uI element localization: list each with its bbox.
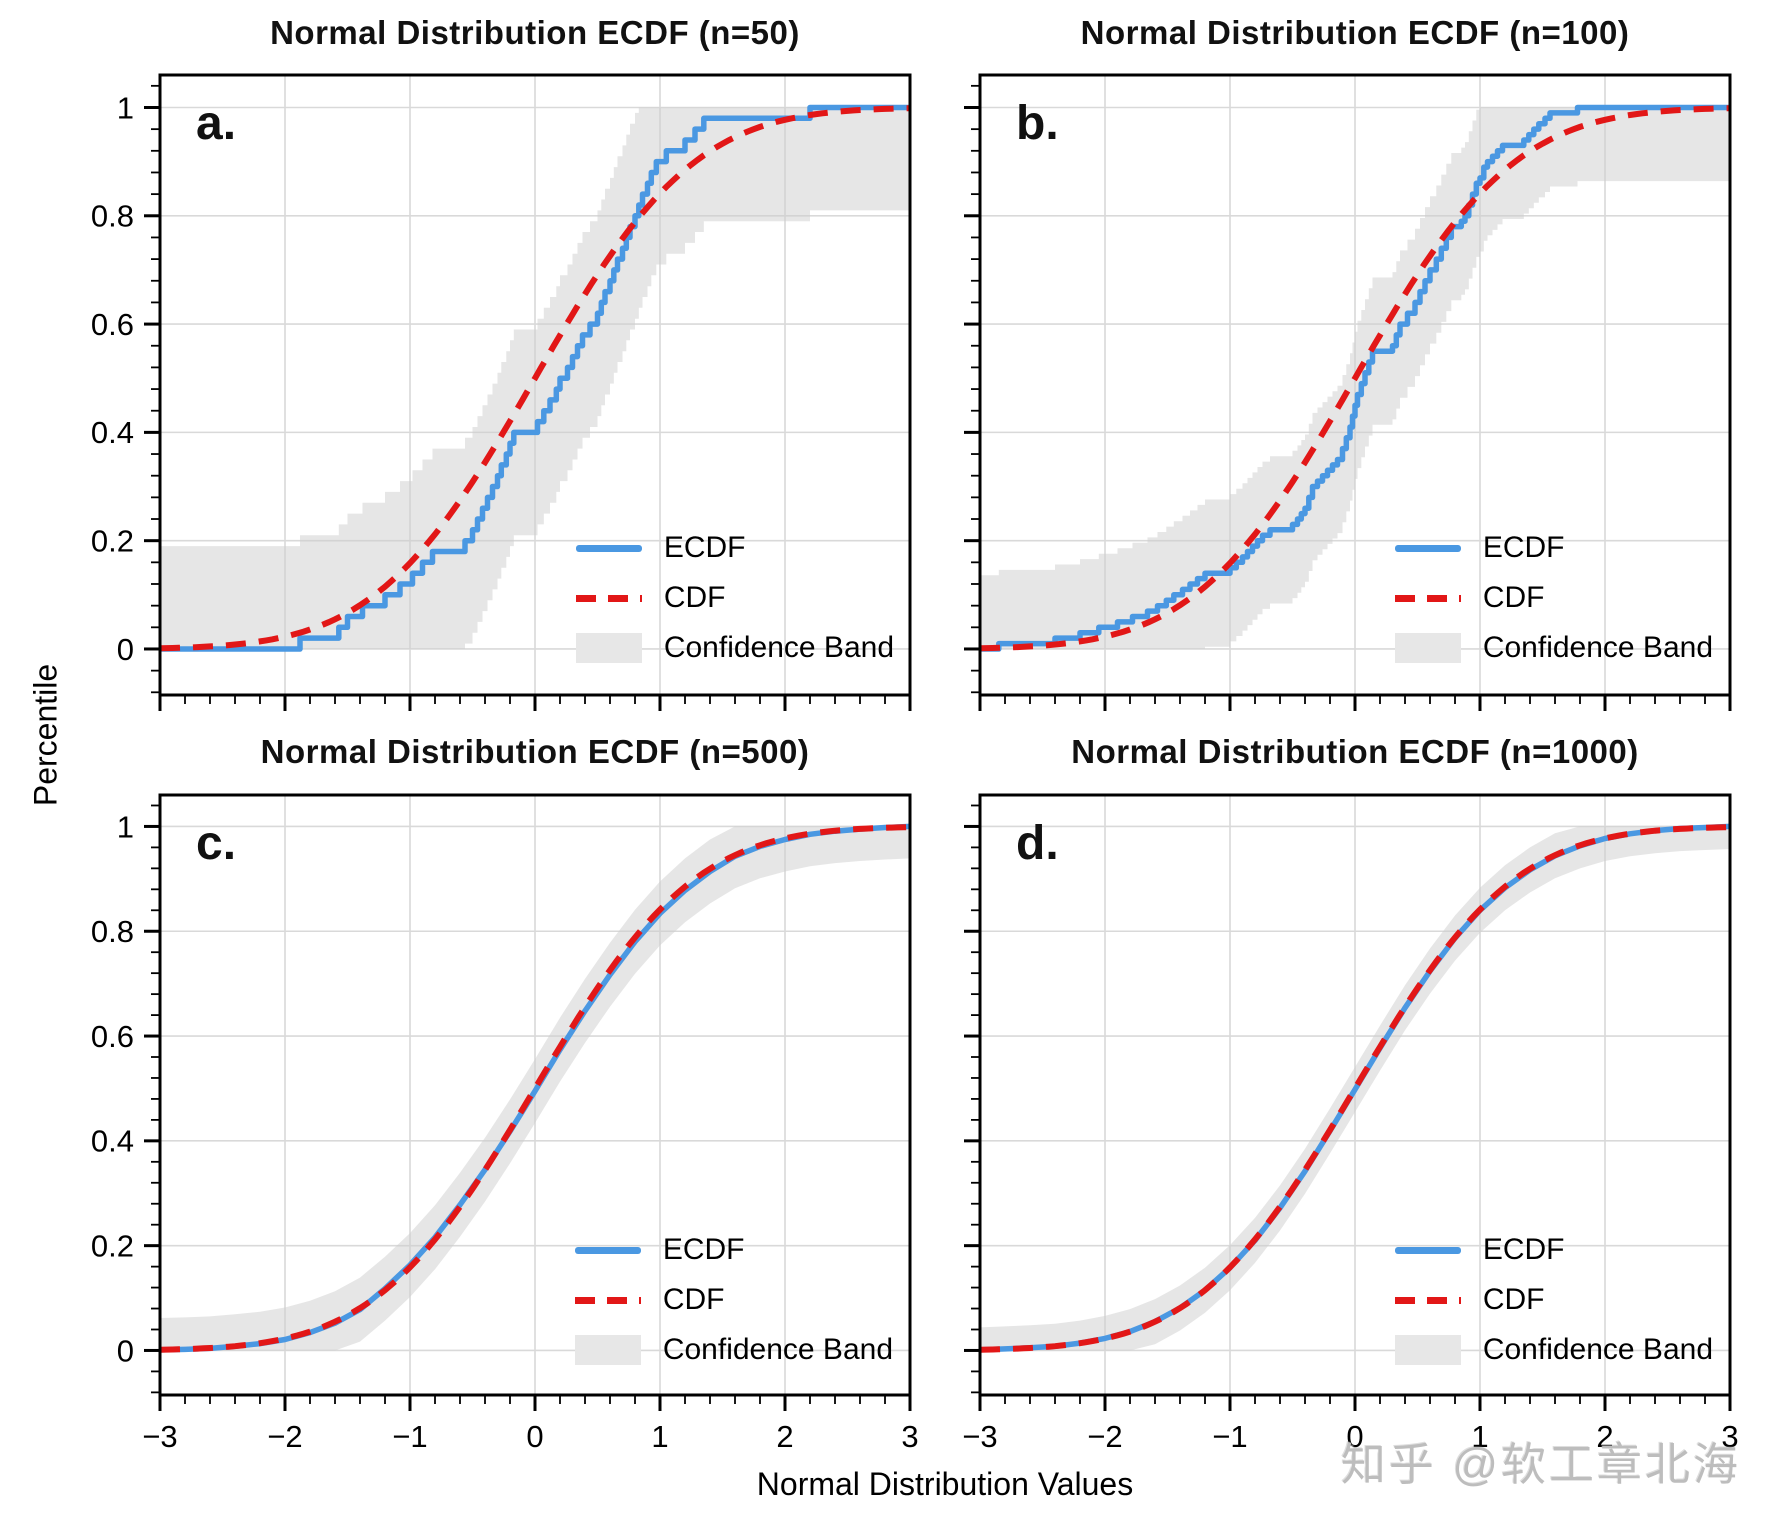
panel-c-title: Normal Distribution ECDF (n=500) bbox=[260, 733, 810, 770]
confidence-band-swatch bbox=[1394, 1335, 1461, 1365]
legend-label-ecdf: ECDF bbox=[1482, 531, 1565, 564]
confidence-band-swatch bbox=[574, 1335, 641, 1365]
y-tick-label: 0 bbox=[117, 1333, 134, 1368]
y-tick-label: 0.6 bbox=[91, 307, 134, 342]
legend-item-cdf: CDF bbox=[1394, 581, 1713, 615]
panel-a-letter: a. bbox=[196, 97, 237, 150]
ecdf-curve bbox=[980, 104, 1730, 652]
ecdf-line-swatch bbox=[574, 1246, 641, 1254]
legend-label-ecdf: ECDF bbox=[663, 531, 746, 564]
ecdf-line-swatch bbox=[1394, 544, 1461, 552]
panel-c-letter: c. bbox=[196, 817, 237, 870]
x-tick-label: −3 bbox=[962, 1419, 997, 1454]
y-tick-label: 0.8 bbox=[91, 914, 134, 949]
cdf-dashed-swatch bbox=[574, 1296, 641, 1304]
x-tick-label: 1 bbox=[651, 1419, 668, 1454]
legend-label-ecdf: ECDF bbox=[662, 1233, 745, 1266]
legend-label-cdf: CDF bbox=[662, 1283, 725, 1316]
legend-label-band: Confidence Band bbox=[662, 1333, 893, 1366]
legend-label-band: Confidence Band bbox=[1482, 631, 1713, 664]
cdf-curve bbox=[979, 105, 1731, 652]
legend-item-band: Confidence Band bbox=[1394, 631, 1713, 665]
legend-item-cdf: CDF bbox=[1394, 1283, 1713, 1317]
ecdf-curve bbox=[160, 104, 910, 652]
legend-label-cdf: CDF bbox=[1482, 581, 1545, 614]
panel-b-letter: b. bbox=[1016, 97, 1059, 150]
legend-item-band: Confidence Band bbox=[574, 1333, 893, 1367]
legend-label-band: Confidence Band bbox=[1482, 1333, 1713, 1366]
watermark: 知乎 @软工章北海 bbox=[1340, 1439, 1741, 1490]
y-axis-label: Percentile bbox=[27, 663, 64, 807]
legend-item-ecdf: ECDF bbox=[575, 531, 894, 565]
legend-label-cdf: CDF bbox=[1482, 1283, 1545, 1316]
y-tick-label: 0.6 bbox=[91, 1019, 134, 1054]
legend-item-cdf: CDF bbox=[575, 581, 894, 615]
x-tick-label: −2 bbox=[267, 1419, 302, 1454]
legend-panel-c: ECDF CDF Confidence Band bbox=[574, 1233, 893, 1367]
cdf-curve bbox=[159, 105, 911, 652]
ecdf-curve bbox=[159, 823, 911, 1353]
ecdf-line-swatch bbox=[1394, 1246, 1461, 1254]
x-axis-label: Normal Distribution Values bbox=[756, 1466, 1134, 1502]
y-tick-label: 0.8 bbox=[91, 199, 134, 234]
cdf-dashed-swatch bbox=[1394, 594, 1461, 602]
y-tick-label: 0 bbox=[117, 632, 134, 667]
legend-item-ecdf: ECDF bbox=[1394, 531, 1713, 565]
legend-item-band: Confidence Band bbox=[1394, 1333, 1713, 1367]
legend-item-ecdf: ECDF bbox=[1394, 1233, 1713, 1267]
confidence-band-swatch bbox=[575, 633, 642, 663]
confidence-band-swatch bbox=[1394, 633, 1461, 663]
legend-item-ecdf: ECDF bbox=[574, 1233, 893, 1267]
y-tick-label: 1 bbox=[117, 809, 134, 844]
panel-d-title: Normal Distribution ECDF (n=1000) bbox=[1071, 733, 1639, 770]
legend-item-band: Confidence Band bbox=[575, 631, 894, 665]
x-tick-label: −3 bbox=[142, 1419, 177, 1454]
legend-item-cdf: CDF bbox=[574, 1283, 893, 1317]
x-tick-label: 2 bbox=[1596, 1419, 1613, 1454]
x-tick-label: −2 bbox=[1087, 1419, 1122, 1454]
y-tick-label: 0.4 bbox=[91, 415, 134, 450]
x-tick-label: 0 bbox=[526, 1419, 543, 1454]
legend-label-ecdf: ECDF bbox=[1482, 1233, 1565, 1266]
panel-a-title: Normal Distribution ECDF (n=50) bbox=[270, 14, 800, 51]
x-tick-label: −1 bbox=[1212, 1419, 1247, 1454]
ecdf-line-swatch bbox=[575, 544, 642, 552]
legend-label-band: Confidence Band bbox=[663, 631, 894, 664]
legend-panel-b: ECDF CDF Confidence Band bbox=[1394, 531, 1713, 665]
legend-panel-a: ECDF CDF Confidence Band bbox=[575, 531, 894, 665]
y-tick-label: 0.4 bbox=[91, 1124, 134, 1159]
x-tick-label: 3 bbox=[901, 1419, 918, 1454]
cdf-dashed-swatch bbox=[575, 594, 642, 602]
ecdf-curve bbox=[979, 823, 1731, 1353]
y-tick-label: 0.2 bbox=[91, 524, 134, 559]
cdf-dashed-swatch bbox=[1394, 1296, 1461, 1304]
legend-label-cdf: CDF bbox=[663, 581, 726, 614]
panel-d-letter: d. bbox=[1016, 817, 1059, 870]
x-tick-label: −1 bbox=[392, 1419, 427, 1454]
x-tick-label: 0 bbox=[1346, 1419, 1363, 1454]
y-tick-label: 1 bbox=[117, 90, 134, 125]
x-tick-label: 2 bbox=[776, 1419, 793, 1454]
x-tick-label: 3 bbox=[1721, 1419, 1738, 1454]
x-tick-label: 1 bbox=[1471, 1419, 1488, 1454]
panel-b-title: Normal Distribution ECDF (n=100) bbox=[1080, 14, 1630, 51]
legend-panel-d: ECDF CDF Confidence Band bbox=[1394, 1233, 1713, 1367]
y-tick-label: 0.2 bbox=[91, 1229, 134, 1264]
